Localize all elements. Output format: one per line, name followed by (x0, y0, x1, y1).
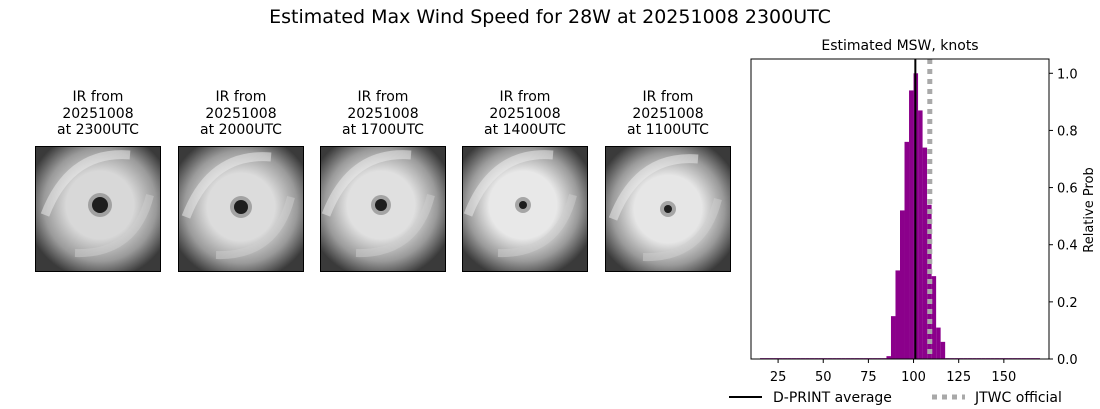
x-tick-label: 25 (770, 370, 787, 385)
legend-label-dprint: D-PRINT average (773, 390, 892, 406)
histogram-bar (904, 141, 910, 359)
y-tick-label: 0.4 (1057, 239, 1078, 254)
histogram-bar (890, 316, 896, 359)
y-tick-label: 1.0 (1057, 67, 1078, 82)
histogram-bar (936, 327, 941, 359)
y-tick-label: 0.8 (1057, 124, 1078, 139)
y-tick-label: 0.2 (1057, 296, 1078, 311)
ir-satellite-image (178, 146, 304, 272)
figure-title: Estimated Max Wind Speed for 28W at 2025… (269, 6, 831, 28)
y-axis-label: Relative Prob (1082, 167, 1097, 252)
y-tick-label: 0.6 (1057, 182, 1078, 197)
ir-satellite-image (605, 146, 731, 272)
ir-panel: IR from 20251008 at 1700UTC (320, 89, 446, 272)
ir-panel: IR from 20251008 at 2000UTC (178, 89, 304, 272)
ir-panel: IR from 20251008 at 1100UTC (605, 89, 731, 272)
ir-satellite-image (320, 146, 446, 272)
ir-panel-title: IR from 20251008 at 1400UTC (484, 89, 566, 138)
ir-satellite-image (35, 146, 161, 272)
histogram-bar (922, 147, 928, 359)
histogram-bar (900, 210, 905, 359)
x-tick-label: 50 (815, 370, 832, 385)
x-tick-label: 125 (946, 370, 971, 385)
histogram-bar (909, 90, 914, 359)
x-tick-label: 150 (991, 370, 1016, 385)
x-tick-label: 100 (901, 370, 926, 385)
y-tick-label: 0.0 (1057, 353, 1078, 368)
legend-label-jtwc: JTWC official (974, 390, 1062, 406)
histogram-bar (940, 341, 946, 359)
ir-panel-title: IR from 20251008 at 1700UTC (342, 89, 424, 138)
histogram-bar (895, 270, 900, 359)
x-tick-label: 75 (860, 370, 877, 385)
ir-panel-title: IR from 20251008 at 1100UTC (627, 89, 709, 138)
chart-title: Estimated MSW, knots (821, 38, 978, 54)
ir-panel-title: IR from 20251008 at 2000UTC (200, 89, 282, 138)
ir-panel: IR from 20251008 at 2300UTC (35, 89, 161, 272)
histogram-bar (918, 110, 923, 359)
histogram-bar (886, 356, 891, 359)
ir-panel-title: IR from 20251008 at 2300UTC (57, 89, 139, 138)
ir-satellite-image (462, 146, 588, 272)
plot-frame (750, 58, 1050, 360)
ir-panel: IR from 20251008 at 1400UTC (462, 89, 588, 272)
histogram-bar (931, 276, 937, 359)
